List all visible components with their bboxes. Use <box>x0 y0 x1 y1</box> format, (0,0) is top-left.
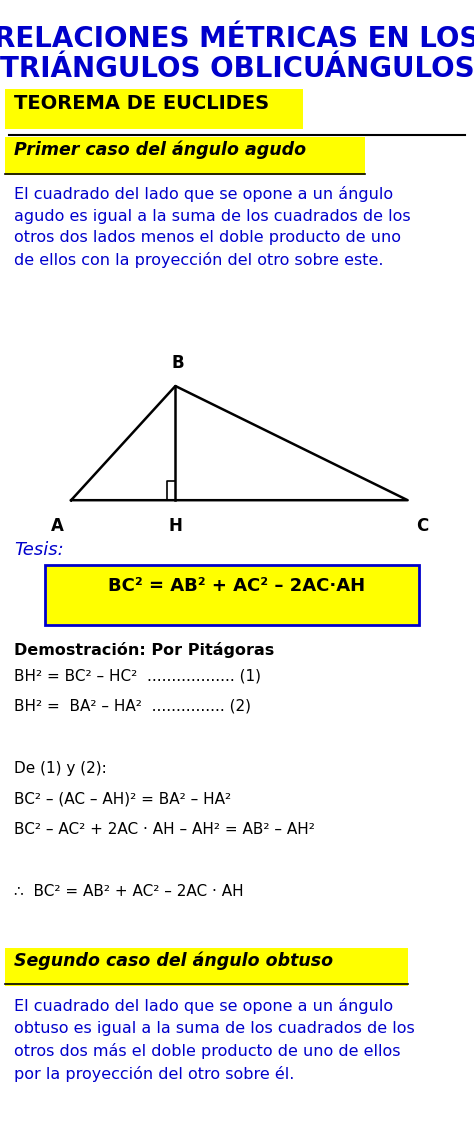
FancyBboxPatch shape <box>5 89 303 129</box>
Text: B: B <box>172 354 184 372</box>
Text: BH² = BC² – HC²  .................. (1): BH² = BC² – HC² .................. (1) <box>14 668 261 683</box>
Text: BC² – (AC – AH)² = BA² – HA²: BC² – (AC – AH)² = BA² – HA² <box>14 791 231 806</box>
Text: H: H <box>168 517 182 536</box>
Text: Primer caso del ángulo agudo: Primer caso del ángulo agudo <box>14 140 306 159</box>
Text: TEOREMA DE EUCLIDES: TEOREMA DE EUCLIDES <box>14 94 269 113</box>
FancyBboxPatch shape <box>5 137 365 175</box>
Text: BH² =  BA² – HA²  ............... (2): BH² = BA² – HA² ............... (2) <box>14 699 251 714</box>
Text: C: C <box>416 517 428 536</box>
Text: A: A <box>50 517 64 536</box>
FancyBboxPatch shape <box>45 565 419 625</box>
Text: BC² – AC² + 2AC · AH – AH² = AB² – AH²: BC² – AC² + 2AC · AH – AH² = AB² – AH² <box>14 822 315 837</box>
Text: TRIÁNGULOS OBLICUÁNGULOS: TRIÁNGULOS OBLICUÁNGULOS <box>0 55 474 83</box>
Text: El cuadrado del lado que se opone a un ángulo
agudo es igual a la suma de los cu: El cuadrado del lado que se opone a un á… <box>14 186 411 268</box>
Text: De (1) y (2):: De (1) y (2): <box>14 761 107 775</box>
Text: BC² = AB² + AC² – 2AC·AH: BC² = AB² + AC² – 2AC·AH <box>109 577 365 595</box>
Text: Tesis:: Tesis: <box>14 541 64 560</box>
Text: Demostración: Por Pitágoras: Demostración: Por Pitágoras <box>14 642 274 658</box>
Text: El cuadrado del lado que se opone a un ángulo
obtuso es igual a la suma de los c: El cuadrado del lado que se opone a un á… <box>14 998 415 1081</box>
FancyBboxPatch shape <box>5 948 408 986</box>
Text: ∴  BC² = AB² + AC² – 2AC · AH: ∴ BC² = AB² + AC² – 2AC · AH <box>14 884 244 899</box>
Text: Segundo caso del ángulo obtuso: Segundo caso del ángulo obtuso <box>14 951 333 970</box>
Text: RELACIONES MÉTRICAS EN LOS: RELACIONES MÉTRICAS EN LOS <box>0 25 474 54</box>
